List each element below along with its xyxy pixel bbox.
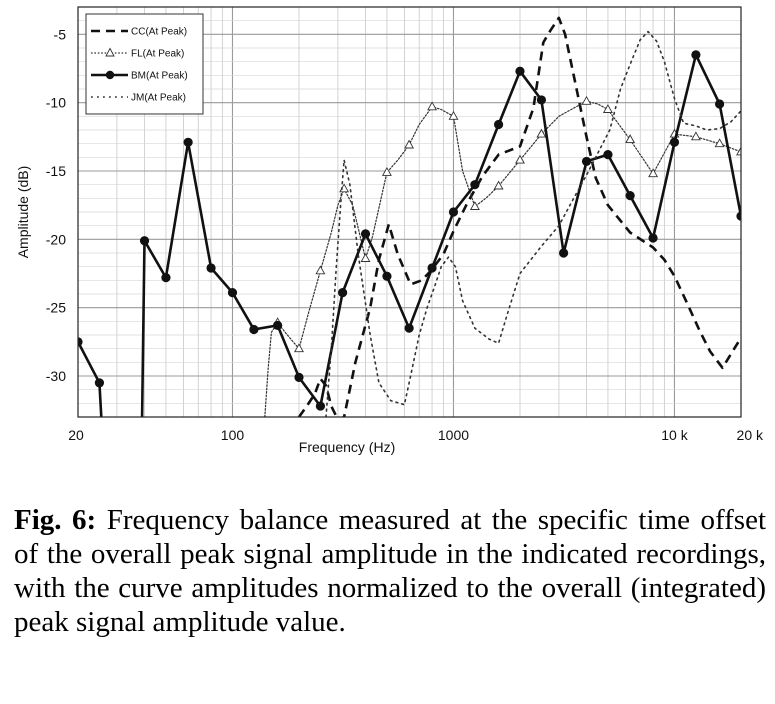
y-tick-label: -30 <box>46 368 66 384</box>
y-tick-label: -15 <box>46 163 66 179</box>
x-axis-label: Frequency (Hz) <box>299 439 395 455</box>
data-point-bm <box>337 288 348 298</box>
data-point-bm <box>404 323 414 333</box>
data-point-fl <box>625 134 636 144</box>
data-point-bm <box>427 263 437 273</box>
data-point-bm <box>183 137 193 147</box>
data-point-fl <box>493 180 504 190</box>
data-point-bm <box>227 288 238 298</box>
x-tick-label: 10 k <box>661 427 688 443</box>
data-point-fl <box>404 139 415 149</box>
x-tick-label: 20 <box>68 427 84 443</box>
data-point-bm <box>315 401 326 411</box>
legend: CC(At Peak) FL(At Peak) BM(At Peak) JM(At P… <box>85 13 204 115</box>
frequency-amplitude-chart: 20 100 1000 10 k 20 k -5 -10 -15 -20 -25 -30 Frequ… <box>15 6 764 455</box>
data-point-bm <box>691 50 701 60</box>
data-point-bm <box>736 211 741 221</box>
data-point-bm <box>581 156 592 167</box>
legend-entry: JM(At Peak) <box>131 93 186 104</box>
data-point-fl <box>714 138 725 148</box>
data-point-fl <box>648 168 659 178</box>
data-point-fl <box>536 128 547 138</box>
data-point-fl <box>469 201 480 210</box>
caption-label: Fig. 6: <box>14 504 97 536</box>
x-tick-label: 1000 <box>438 427 469 443</box>
y-tick-label: -25 <box>46 300 66 316</box>
data-point-bm <box>536 95 547 105</box>
data-point-bm <box>448 207 459 217</box>
data-point-bm <box>294 372 304 382</box>
legend-entry: BM(At Peak) <box>131 71 188 82</box>
data-point-fl <box>581 95 592 105</box>
data-point-fl <box>690 131 701 141</box>
data-point-bm <box>139 236 150 246</box>
y-tick-label: -20 <box>46 231 66 247</box>
data-point-fl <box>448 110 459 120</box>
data-point-bm <box>493 119 504 130</box>
legend-marker <box>105 47 115 57</box>
data-point-fl <box>515 154 525 164</box>
data-point-bm <box>470 180 480 190</box>
y-axis-label: Amplitude (dB) <box>15 166 31 259</box>
x-tick-label: 20 k <box>737 427 764 443</box>
data-point-fl <box>294 343 304 353</box>
x-tick-label: 100 <box>221 427 245 443</box>
data-point-bm <box>78 337 83 347</box>
data-point-fl <box>427 101 438 111</box>
data-point-bm <box>382 271 392 281</box>
data-point-bm <box>360 229 371 239</box>
caption-text: Frequency balance measured at the specif… <box>14 504 767 638</box>
data-point-fl <box>381 166 392 176</box>
data-point-bm <box>94 378 105 388</box>
data-point-bm <box>515 66 525 76</box>
data-point-bm <box>272 320 283 331</box>
legend-marker <box>105 70 115 80</box>
data-point-bm <box>161 273 171 283</box>
data-point-fl <box>315 265 326 275</box>
data-point-bm <box>249 324 259 335</box>
y-tick-label: -5 <box>54 26 67 42</box>
data-point-bm <box>558 248 569 258</box>
data-point-bm <box>648 233 658 243</box>
data-point-fl <box>602 104 613 113</box>
series-layer <box>78 16 741 417</box>
tick-labels: 20 100 1000 10 k 20 k -5 -10 -15 -20 -25 -30 <box>46 26 764 443</box>
data-point-fl <box>360 253 371 262</box>
y-tick-label: -10 <box>46 95 66 111</box>
data-point-bm <box>625 191 635 201</box>
data-point-bm <box>206 263 216 273</box>
plot-frame <box>77 6 742 418</box>
legend-entry: FL(At Peak) <box>131 49 184 60</box>
figure-caption: Fig. 6: Frequency balance measured at th… <box>14 503 766 639</box>
data-point-bm <box>669 137 680 147</box>
legend-box <box>85 13 204 115</box>
series-line-jm <box>325 30 741 417</box>
data-point-bm <box>714 99 725 109</box>
legend-entry: CC(At Peak) <box>131 27 187 38</box>
data-point-bm <box>603 150 613 160</box>
data-point-fl <box>736 146 741 156</box>
